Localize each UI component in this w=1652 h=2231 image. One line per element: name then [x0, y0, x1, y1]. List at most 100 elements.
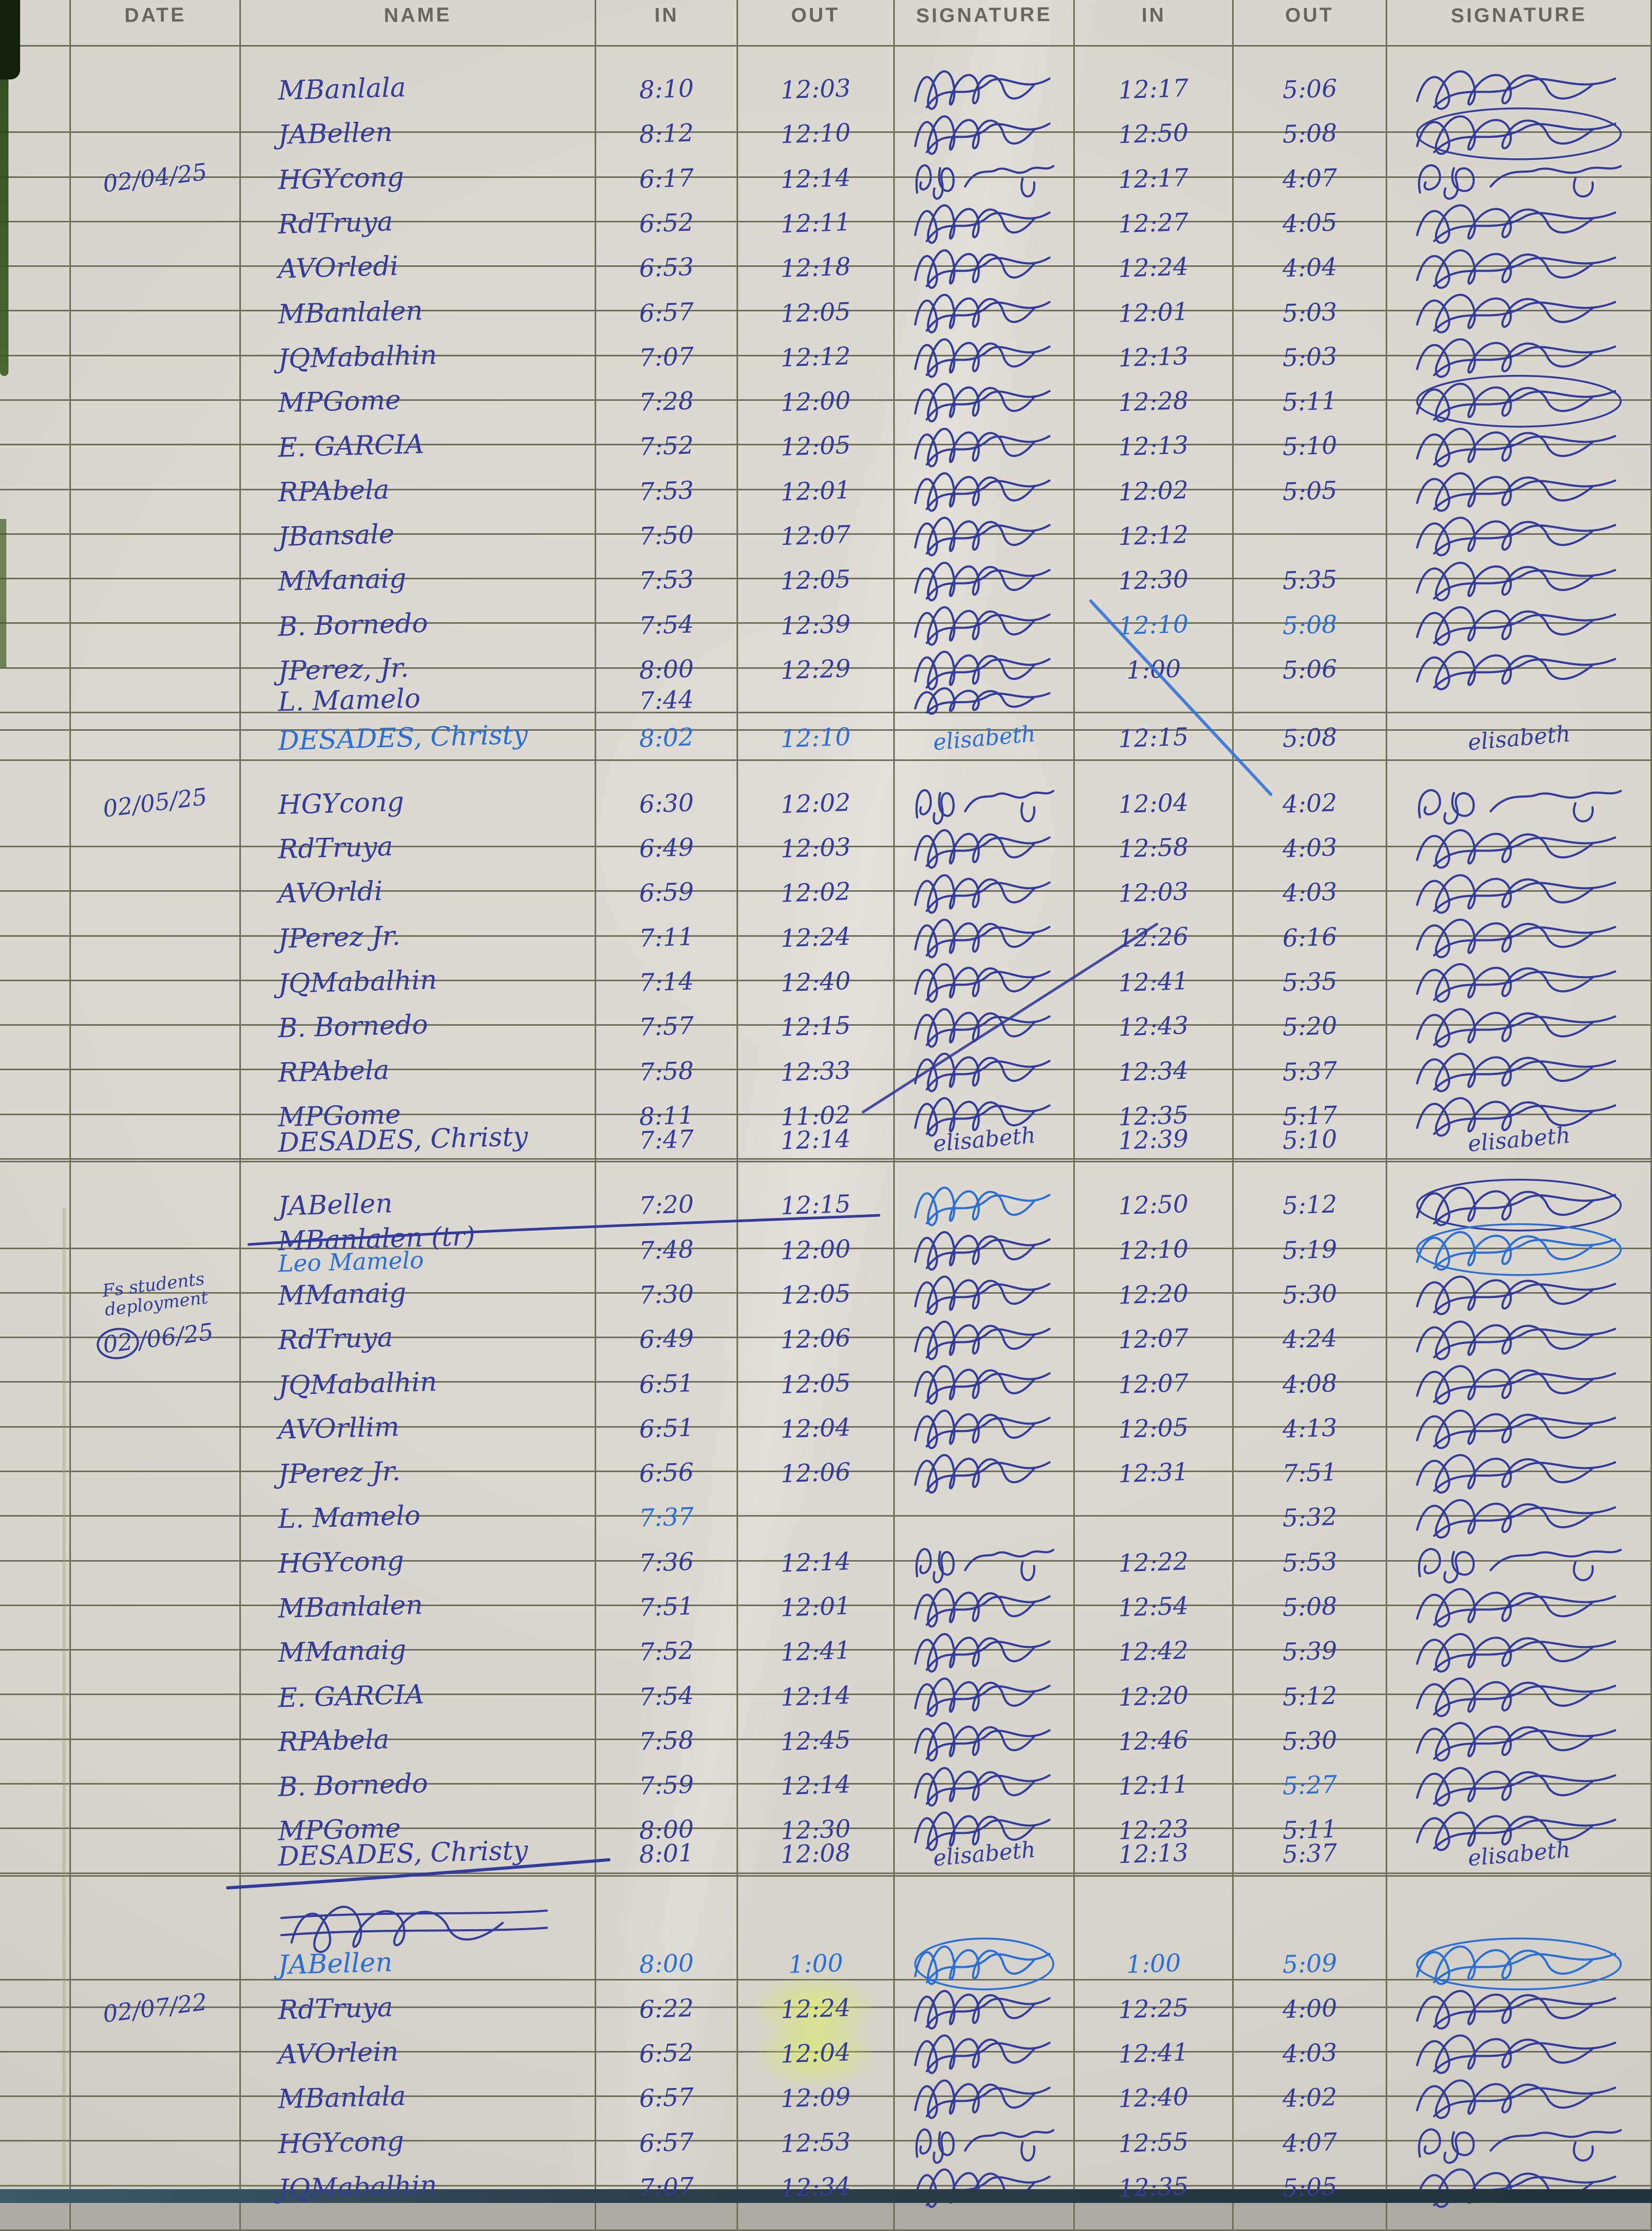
date-cell: Fs students deployment [71, 1251, 241, 1339]
time-out-pm-cell: 5:10 [1234, 1117, 1387, 1163]
time-in-am-cell: 7:30 [596, 1251, 738, 1339]
signature-scribble [908, 460, 1061, 521]
time-in-pm-cell: 12:15 [1075, 716, 1234, 761]
signature-scribble [908, 773, 1061, 834]
name-handwriting: E. GARCIA [277, 428, 425, 464]
signature-handwriting: elisabeth [1466, 1122, 1572, 1157]
signature-scribble [908, 550, 1061, 611]
table-row: MBanlala 8:10 12:03 12:17 5:06 [0, 47, 1652, 133]
time-in-am-cell: 8:02 [596, 716, 738, 761]
name-cell: HGYcong [241, 2100, 596, 2187]
date-cell [71, 91, 241, 178]
time-handwriting: 12:14 [780, 1546, 851, 1578]
time-handwriting: 5:12 [1281, 1189, 1338, 1221]
column-header-out-am-cell: OUT [738, 0, 895, 47]
time-in-pm-cell: 12:35 [1075, 2144, 1234, 2231]
time-handwriting: 4:07 [1281, 163, 1338, 194]
time-out-am-cell: 12:03 [738, 47, 895, 133]
date-cell: 02/05/25 [71, 760, 241, 847]
margin-cell [0, 537, 71, 624]
signature-pm-cell [1387, 136, 1652, 222]
time-handwriting: 5:37 [1281, 1838, 1338, 1869]
time-out-pm-cell: 5:06 [1234, 626, 1387, 714]
time-out-am-cell: 12:34 [738, 2144, 895, 2231]
time-handwriting: 12:13 [1118, 431, 1189, 462]
time-in-pm-cell: 12:54 [1075, 1564, 1234, 1651]
margin-cell [0, 1832, 71, 1877]
time-out-pm-cell: 4:07 [1234, 2100, 1387, 2187]
signature-am-cell [895, 1966, 1075, 2053]
signature-am-cell [895, 1251, 1075, 1339]
signature-scribble [908, 679, 1061, 721]
margin-cell [0, 805, 71, 892]
signature-am-cell [895, 1787, 1075, 1874]
time-in-am-cell: 7:58 [596, 1028, 738, 1115]
name-handwriting: RdTruya [277, 1322, 393, 1356]
time-handwriting: 5:10 [1281, 431, 1338, 462]
margin-cell [0, 850, 71, 937]
signature-scribble [1406, 1799, 1632, 1860]
time-in-pm-cell: 1:00 [1075, 1921, 1234, 2008]
margin-cell [0, 626, 71, 714]
time-handwriting: 6:30 [638, 787, 695, 819]
name-handwriting: DESADES, Christy [277, 719, 528, 757]
time-handwriting: 12:08 [780, 1838, 851, 1869]
column-header-in-am: IN [654, 4, 679, 27]
margin-cell [0, 1475, 71, 1562]
name-handwriting: RPAbela [277, 1054, 390, 1088]
signature-pm-cell: elisabeth [1387, 1832, 1652, 1877]
margin-cell [0, 47, 71, 133]
time-handwriting: 5:20 [1281, 1011, 1338, 1042]
time-out-am-cell: 12:11 [738, 180, 895, 267]
signature-am-cell [895, 2010, 1075, 2098]
margin-cell [0, 894, 71, 981]
time-handwriting: 12:10 [780, 118, 851, 149]
margin-cell [0, 1519, 71, 1606]
time-in-pm-cell: 12:25 [1075, 1966, 1234, 2053]
name-handwriting: MBanlala [277, 2081, 407, 2115]
time-handwriting: 12:39 [1118, 1124, 1189, 1155]
time-in-pm-cell: 12:13 [1075, 1832, 1234, 1877]
signature-pm-cell [1387, 1296, 1652, 1383]
time-handwriting: 7:36 [638, 1546, 695, 1578]
signature-pm-cell: elisabeth [1387, 1117, 1652, 1163]
signature-pm-cell [1387, 939, 1652, 1026]
time-handwriting: 12:12 [780, 341, 851, 373]
signature-scribble [1406, 1264, 1632, 1324]
name-handwriting: JPerez Jr. [277, 920, 401, 954]
time-out-am-cell: 12:14 [738, 1519, 895, 1606]
time-out-am-cell: 12:12 [738, 314, 895, 401]
signature-scribble [1406, 460, 1632, 521]
signature-am-cell: elisabeth [895, 1832, 1075, 1877]
time-handwriting: 5:05 [1281, 475, 1338, 506]
time-in-pm-cell: 12:07 [1075, 1296, 1234, 1383]
date-cell [71, 1653, 241, 1740]
time-in-pm-cell: 12:22 [1075, 1519, 1234, 1606]
table-row: RPAbela 7:53 12:01 12:02 5:05 [0, 448, 1652, 535]
column-header-out-am: OUT [791, 4, 840, 27]
time-handwriting: 4:08 [1281, 1368, 1338, 1399]
name-cell: HGYcong [241, 136, 596, 222]
time-out-pm-cell: 4:02 [1234, 760, 1387, 847]
time-handwriting: 7:28 [638, 386, 695, 417]
signature-scribble [908, 148, 1061, 209]
table-row: DESADES, Christy 8:01 12:08 elisabeth 12:13 5… [0, 1832, 1652, 1877]
table-row: AVOrledi 6:53 12:18 12:24 4:04 [0, 225, 1652, 312]
signature-am-cell [895, 136, 1075, 222]
time-handwriting: 12:58 [1118, 832, 1189, 864]
time-handwriting: 7:53 [638, 565, 695, 596]
time-in-am-cell: 7:28 [596, 359, 738, 446]
time-out-am-cell: 12:45 [738, 1698, 895, 1785]
time-handwriting: 12:05 [780, 431, 851, 462]
time-in-am-cell: 6:57 [596, 2055, 738, 2142]
signature-scribble [908, 1621, 1061, 1682]
time-handwriting: 12:24 [780, 1993, 851, 2024]
time-handwriting: 12:00 [780, 386, 851, 417]
time-handwriting: 4:03 [1281, 832, 1338, 863]
time-handwriting: 4:04 [1281, 252, 1338, 283]
margin-cell [0, 1430, 71, 1517]
time-in-pm-cell: 12:24 [1075, 225, 1234, 312]
time-in-pm-cell: 12:50 [1075, 1162, 1234, 1249]
time-handwriting: 4:02 [1281, 2082, 1338, 2113]
time-handwriting: 12:39 [780, 609, 851, 640]
